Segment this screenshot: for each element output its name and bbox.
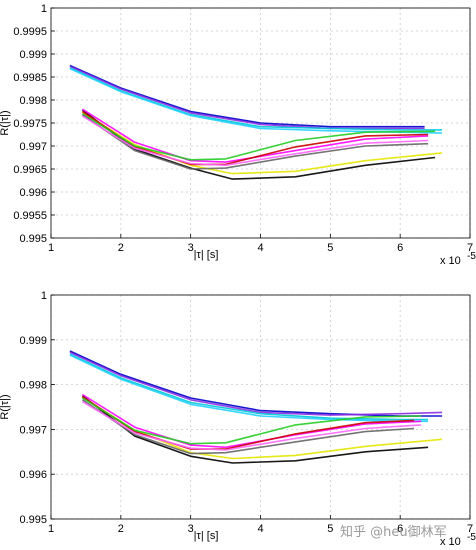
series-line [69, 353, 429, 421]
y-tick-label: 0.998 [19, 380, 47, 392]
y-tick-label: 0.9995 [13, 26, 47, 38]
series-line [81, 393, 422, 449]
series-line [81, 111, 443, 175]
x-tick-label: 4 [257, 242, 263, 254]
x-tick-label: 7 [467, 242, 473, 254]
x-axis-label: |τ| [s] [194, 249, 219, 261]
y-tick-label: 0.9975 [13, 118, 47, 130]
series-line [81, 109, 436, 180]
bottom-plot: 1 2 3 4 5 6 7 0.995 0.996 0.997 0.998 0.999 1 |τ| [s]… [0, 290, 476, 548]
x-tick-label: 1 [48, 523, 54, 535]
plot-frame [50, 294, 471, 520]
series-line [81, 399, 415, 455]
y-tick-label: 1 [41, 290, 47, 302]
series-line [81, 110, 429, 166]
watermark-text: 知乎 @heu御林军 [340, 524, 447, 540]
y-axis-label: R(|τ|) [0, 110, 11, 135]
series-line [69, 67, 443, 131]
y-tick-label: 0.9985 [13, 72, 47, 84]
series-line [81, 395, 429, 464]
y-tick-label: 0.998 [19, 95, 47, 107]
y-tick-label: 0.997 [19, 424, 47, 436]
y-axis-label: R(|τ|) [0, 394, 11, 419]
top-plot: 1 2 3 4 5 6 7 0.995 0.9955 0.996 0.9965 0.997 0.9975… [0, 3, 476, 267]
series-line [69, 65, 425, 130]
x-tick-label: 6 [397, 242, 403, 254]
y-tick-label: 0.995 [19, 514, 47, 526]
series-line [69, 64, 425, 128]
series-line [69, 351, 443, 416]
x-tick-label: 7 [467, 523, 473, 535]
series-line [81, 400, 422, 451]
series-line [81, 113, 436, 161]
y-tick-label: 0.9955 [13, 210, 47, 222]
x-tick-label: 4 [257, 523, 263, 535]
series-line [69, 350, 443, 417]
x-tick-label: 2 [118, 523, 124, 535]
y-tick-label: 0.996 [19, 469, 47, 481]
series-line [81, 115, 429, 167]
y-tick-label: 1 [41, 3, 47, 15]
x-multiplier-exponent: -5 [467, 251, 476, 262]
y-tick-label: 0.999 [19, 335, 47, 347]
x-axis-label: |τ| [s] [194, 530, 219, 542]
x-multiplier-exponent: -5 [467, 532, 476, 543]
series-line [81, 108, 429, 163]
series-line [81, 396, 415, 450]
series-line [81, 397, 422, 445]
x-multiplier-label: x 10 [440, 255, 461, 267]
y-tick-label: 0.997 [19, 141, 47, 153]
x-tick-label: 3 [188, 242, 194, 254]
x-tick-label: 5 [327, 523, 333, 535]
y-tick-label: 0.996 [19, 187, 47, 199]
x-tick-label: 2 [118, 242, 124, 254]
plot-frame [50, 7, 471, 239]
x-tick-label: 3 [188, 523, 194, 535]
y-tick-label: 0.995 [19, 233, 47, 245]
y-tick-label: 0.999 [19, 49, 47, 61]
x-tick-label: 5 [327, 242, 333, 254]
x-multiplier-label: x 10 [440, 536, 461, 548]
x-tick-label: 6 [397, 523, 403, 535]
x-tick-label: 1 [48, 242, 54, 254]
y-tick-label: 0.9965 [13, 164, 47, 176]
series-line [81, 114, 429, 170]
